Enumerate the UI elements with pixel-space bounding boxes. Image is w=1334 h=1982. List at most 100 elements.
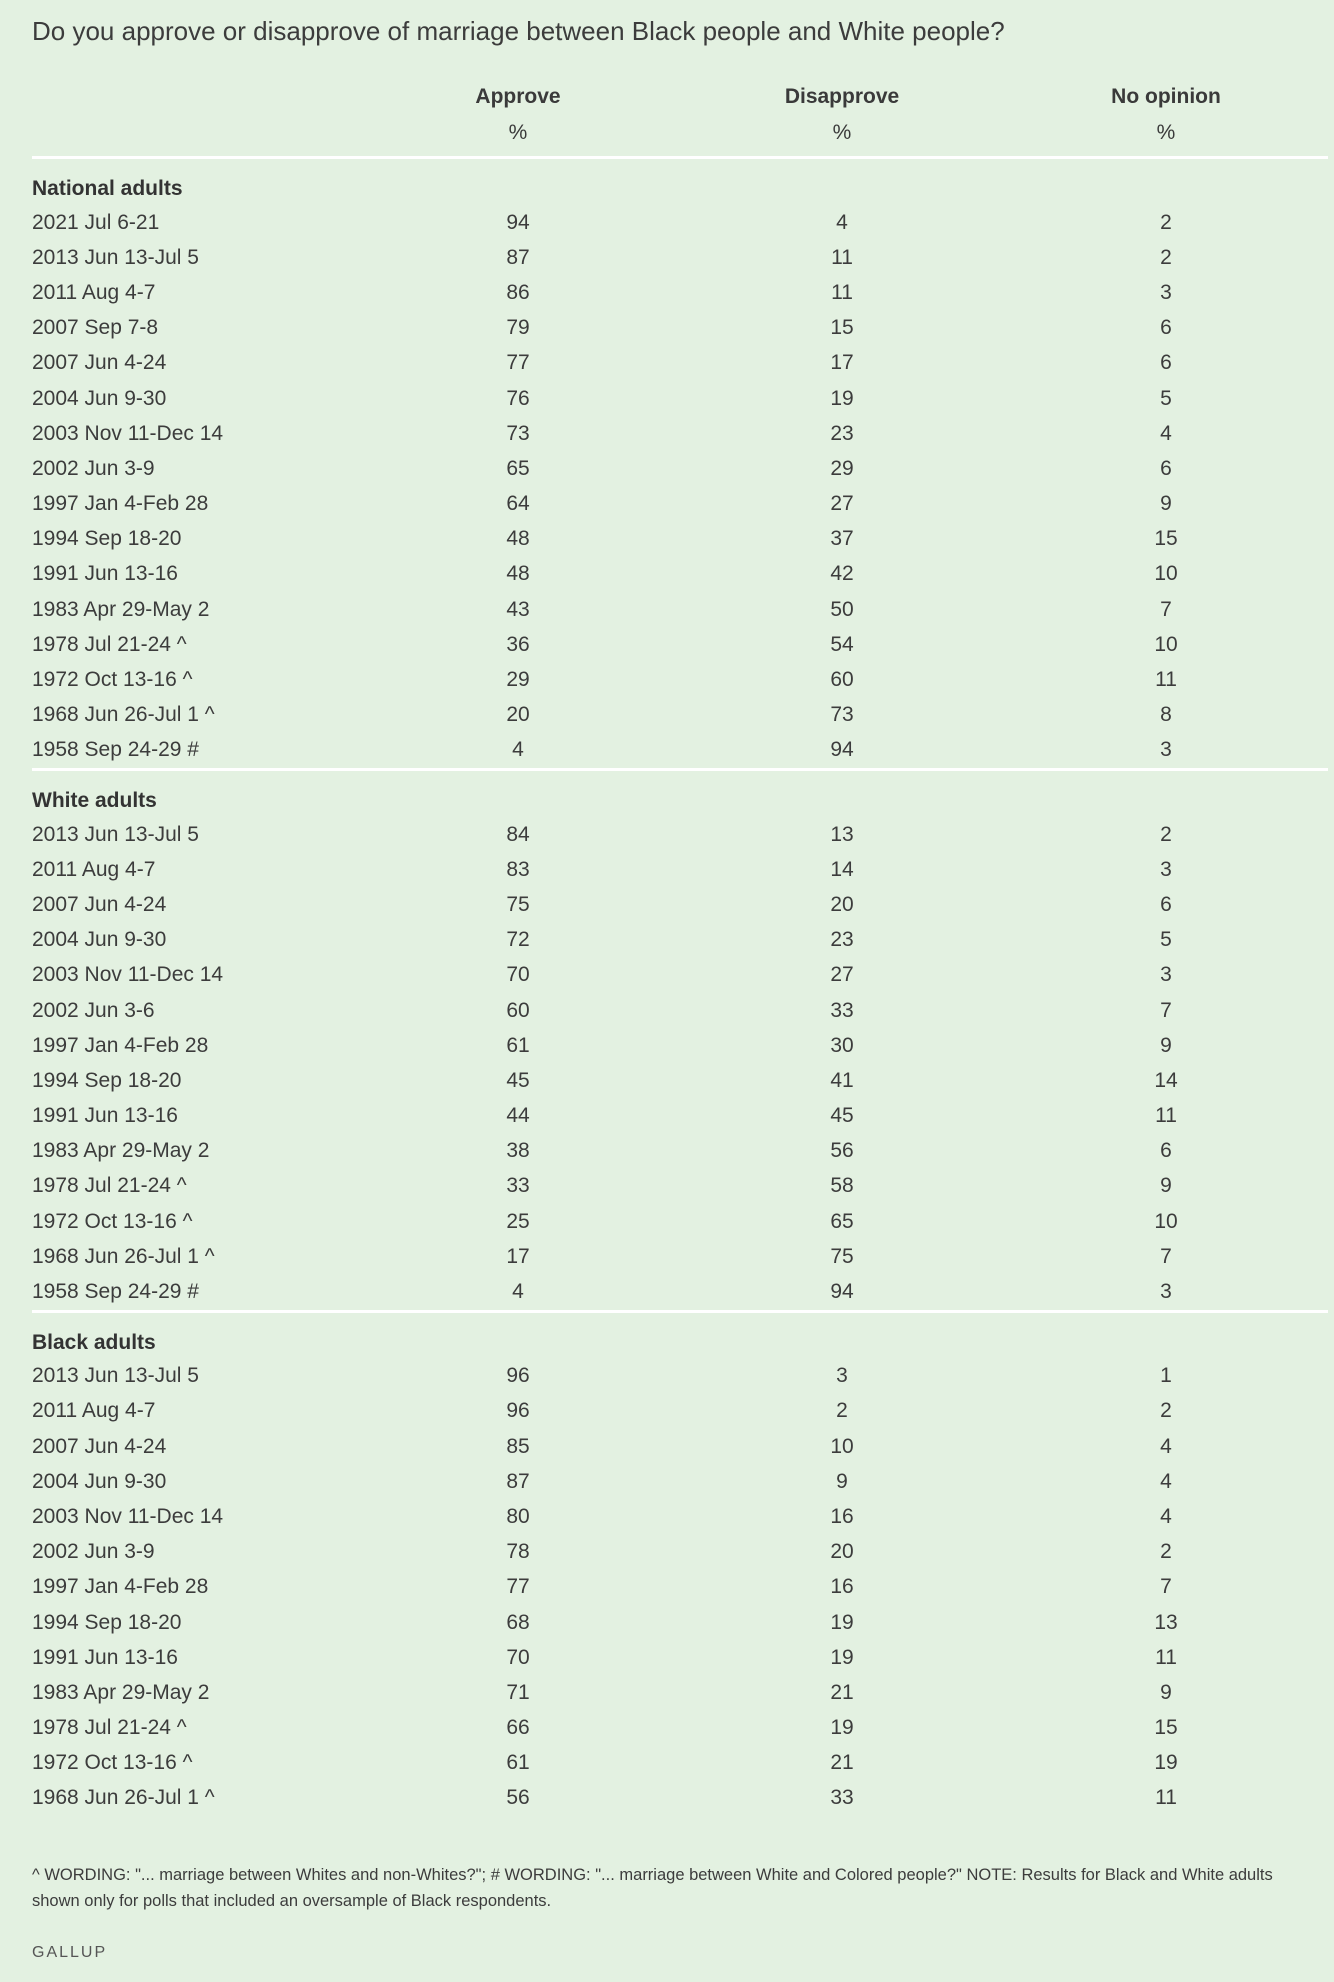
approve-value: 96 <box>506 1364 530 1388</box>
disapprove-value: 11 <box>831 280 853 304</box>
approve-value: 20 <box>506 703 530 727</box>
no-opinion-value: 14 <box>1154 1068 1178 1092</box>
column-header-disapprove: Disapprove <box>784 85 900 108</box>
poll-date: 2004 Jun 9-30 <box>32 1469 167 1493</box>
approve-value: 77 <box>506 1575 530 1599</box>
approve-value: 38 <box>506 1139 530 1163</box>
table-row: 1997 Jan 4-Feb 28 77 16 7 <box>32 1570 1328 1605</box>
table-row: 1972 Oct 13-16 ^ 25 65 10 <box>32 1204 1328 1239</box>
approve-value: 66 <box>506 1716 530 1740</box>
no-opinion-value: 2 <box>1160 210 1172 234</box>
poll-date: 2007 Jun 4-24 <box>32 1434 167 1458</box>
approve-value: 61 <box>506 1751 530 1775</box>
poll-date: 1968 Jun 26-Jul 1 ^ <box>32 703 215 727</box>
no-opinion-value: 7 <box>1160 597 1172 621</box>
table-row: 2007 Sep 7-8 79 15 6 <box>32 311 1328 346</box>
approve-value: 48 <box>506 527 530 551</box>
poll-date: 2003 Nov 11-Dec 14 <box>32 963 224 987</box>
no-opinion-value: 5 <box>1160 386 1172 410</box>
group-header-row: National adults <box>32 158 1328 206</box>
poll-date: 2002 Jun 3-9 <box>32 1540 155 1564</box>
approve-value: 87 <box>506 245 530 269</box>
no-opinion-value: 4 <box>1160 1504 1172 1528</box>
no-opinion-value: 10 <box>1154 632 1178 656</box>
poll-date: 2013 Jun 13-Jul 5 <box>32 822 199 846</box>
table-row: 1997 Jan 4-Feb 28 64 27 9 <box>32 487 1328 522</box>
poll-date: 1978 Jul 21-24 ^ <box>32 632 187 656</box>
approve-value: 44 <box>506 1104 530 1128</box>
poll-date: 1972 Oct 13-16 ^ <box>32 1209 193 1233</box>
approve-value: 83 <box>506 857 530 881</box>
disapprove-value: 19 <box>830 386 854 410</box>
no-opinion-value: 2 <box>1160 1540 1172 1564</box>
approve-value: 73 <box>506 421 530 445</box>
no-opinion-value: 4 <box>1160 421 1172 445</box>
table-row: 1983 Apr 29-May 2 38 56 6 <box>32 1134 1328 1169</box>
table-row: 1983 Apr 29-May 2 71 21 9 <box>32 1675 1328 1710</box>
poll-date: 2003 Nov 11-Dec 14 <box>32 1504 224 1528</box>
group-header-row: White adults <box>32 768 1328 817</box>
table-row: 2011 Aug 4-7 96 2 2 <box>32 1394 1328 1429</box>
disapprove-value: 23 <box>830 928 854 952</box>
approve-value: 87 <box>506 1469 530 1493</box>
table-row: 1978 Jul 21-24 ^ 36 54 10 <box>32 627 1328 662</box>
approve-value: 84 <box>506 822 530 846</box>
approve-value: 4 <box>512 738 524 762</box>
disapprove-value: 75 <box>830 1244 854 1268</box>
table-row: 1958 Sep 24-29 # 4 94 3 <box>32 1274 1328 1311</box>
no-opinion-value: 9 <box>1160 1680 1172 1704</box>
no-opinion-value: 13 <box>1154 1610 1178 1634</box>
disapprove-value: 19 <box>830 1645 854 1669</box>
poll-date: 2007 Sep 7-8 <box>32 316 159 340</box>
table-row: 2007 Jun 4-24 75 20 6 <box>32 887 1328 922</box>
question-title: Do you approve or disapprove of marriage… <box>32 16 1005 46</box>
approve-value: 45 <box>506 1068 530 1092</box>
disapprove-value: 94 <box>830 738 854 762</box>
table-row: 1978 Jul 21-24 ^ 33 58 9 <box>32 1169 1328 1204</box>
table-row: 2013 Jun 13-Jul 5 87 11 2 <box>32 240 1328 275</box>
table-row: 1958 Sep 24-29 # 4 94 3 <box>32 733 1328 770</box>
poll-date: 1983 Apr 29-May 2 <box>32 1680 210 1704</box>
poll-date: 1991 Jun 13-16 <box>32 1645 178 1669</box>
disapprove-value: 9 <box>836 1469 848 1493</box>
no-opinion-value: 11 <box>1155 668 1177 692</box>
group-name: Black adults <box>32 1309 1328 1359</box>
disapprove-value: 11 <box>831 245 853 269</box>
poll-date: 2011 Aug 4-7 <box>32 1399 156 1423</box>
table-row: 2004 Jun 9-30 72 23 5 <box>32 923 1328 958</box>
table-row: 1968 Jun 26-Jul 1 ^ 17 75 7 <box>32 1239 1328 1274</box>
table-row: 2021 Jul 6-21 94 4 2 <box>32 205 1328 240</box>
poll-date: 2004 Jun 9-30 <box>32 386 167 410</box>
table-row: 1994 Sep 18-20 48 37 15 <box>32 522 1328 557</box>
disapprove-value: 15 <box>830 316 854 340</box>
disapprove-value: 60 <box>830 668 854 692</box>
column-header-no-opinion: No opinion <box>1111 85 1221 108</box>
approve-value: 68 <box>506 1610 530 1634</box>
source-logo: GALLUP <box>32 1944 108 1962</box>
poll-date: 2007 Jun 4-24 <box>32 351 167 375</box>
no-opinion-value: 10 <box>1154 562 1178 586</box>
no-opinion-value: 1 <box>1160 1364 1172 1388</box>
column-header-blank <box>32 62 356 110</box>
unit-disapprove: % <box>680 110 1004 159</box>
disapprove-value: 4 <box>836 210 848 234</box>
disapprove-value: 14 <box>830 857 854 881</box>
table-row: 2013 Jun 13-Jul 5 96 3 1 <box>32 1359 1328 1394</box>
disapprove-value: 58 <box>830 1174 854 1198</box>
disapprove-value: 65 <box>830 1209 854 1233</box>
approve-value: 70 <box>506 1645 530 1669</box>
no-opinion-value: 8 <box>1160 703 1172 727</box>
table-row: 1994 Sep 18-20 68 19 13 <box>32 1605 1328 1640</box>
no-opinion-value: 9 <box>1160 492 1172 516</box>
disapprove-value: 37 <box>830 527 854 551</box>
approve-value: 96 <box>506 1399 530 1423</box>
approve-value: 4 <box>512 1280 524 1304</box>
poll-date: 1997 Jan 4-Feb 28 <box>32 1575 209 1599</box>
table-row: 2007 Jun 4-24 77 17 6 <box>32 346 1328 381</box>
poll-date: 1983 Apr 29-May 2 <box>32 597 210 621</box>
poll-date: 2002 Jun 3-6 <box>32 998 155 1022</box>
table-row: 1968 Jun 26-Jul 1 ^ 56 33 11 <box>32 1781 1328 1816</box>
poll-date: 2021 Jul 6-21 <box>32 210 160 234</box>
no-opinion-value: 5 <box>1160 928 1172 952</box>
table-row: 1968 Jun 26-Jul 1 ^ 20 73 8 <box>32 698 1328 733</box>
